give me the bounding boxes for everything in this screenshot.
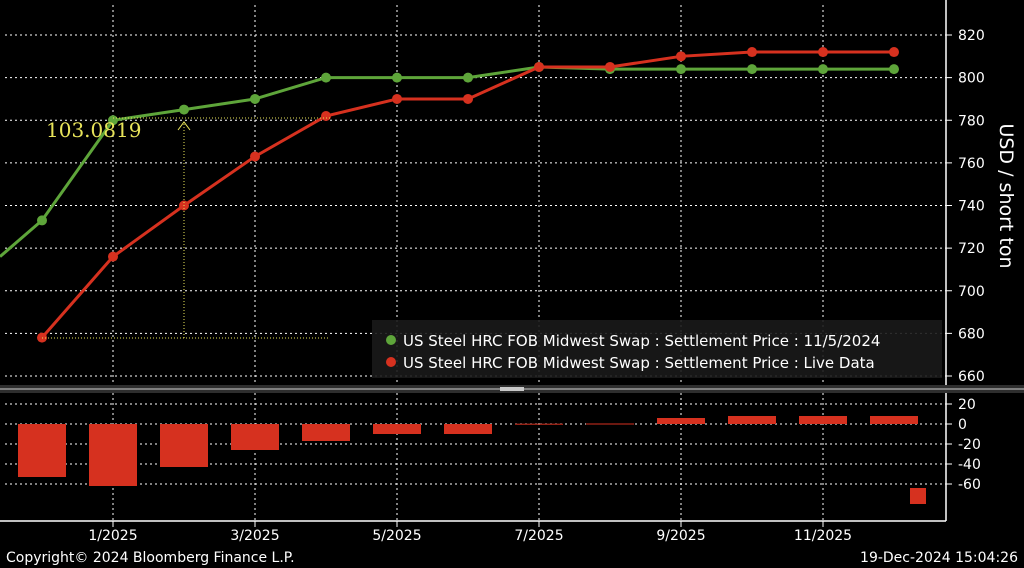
x-tick-label: 9/2025 <box>656 528 705 544</box>
axes <box>0 0 1024 527</box>
series-line <box>0 65 894 258</box>
bar <box>515 423 563 425</box>
y-tick-label: 820 <box>958 28 985 44</box>
bar <box>870 416 918 424</box>
bar <box>373 424 421 434</box>
bar <box>231 424 279 450</box>
data-point <box>605 61 615 72</box>
y-tick-label: -60 <box>958 477 981 493</box>
tick-labels: 660 680 700 720 740 760 780 800 820 20 0 -20 -40 -60 1… <box>88 28 984 544</box>
y-tick-label: 680 <box>958 326 985 342</box>
data-point <box>392 93 402 104</box>
legend: US Steel HRC FOB Midwest Swap : Settleme… <box>372 320 942 378</box>
x-tick-label: 3/2025 <box>230 528 279 544</box>
y-tick-label: 720 <box>958 241 985 257</box>
bar <box>160 424 208 467</box>
legend-entry: US Steel HRC FOB Midwest Swap : Settleme… <box>403 332 880 350</box>
data-point <box>463 93 473 104</box>
x-tick-label: 1/2025 <box>88 528 137 544</box>
y-tick-label: 700 <box>958 284 985 300</box>
data-point <box>108 115 118 126</box>
copyright-text: Copyright© 2024 Bloomberg Finance L.P. <box>6 550 295 566</box>
y-tick-label: 780 <box>958 113 985 129</box>
bar <box>657 418 705 424</box>
bar-legend-marker <box>910 488 926 504</box>
y-axis-label: USD / short ton <box>995 123 1017 268</box>
legend-marker <box>386 335 396 345</box>
bar <box>799 416 847 424</box>
y-tick-label: 760 <box>958 156 985 172</box>
annotation-arrow <box>177 121 191 131</box>
bar <box>444 424 492 434</box>
data-point <box>250 151 260 162</box>
y-tick-label: -20 <box>958 437 981 453</box>
data-point <box>534 61 544 72</box>
data-point <box>108 251 118 262</box>
data-point <box>747 47 757 58</box>
data-point <box>321 72 331 83</box>
bar-series <box>18 416 926 504</box>
legend-entry: US Steel HRC FOB Midwest Swap : Settleme… <box>403 354 875 372</box>
annotation: 103.0819 <box>42 117 330 339</box>
x-tick-label: 7/2025 <box>514 528 563 544</box>
data-point <box>392 72 402 83</box>
y-tick-label: 740 <box>958 199 985 215</box>
data-point <box>463 72 473 83</box>
bar <box>586 423 634 425</box>
timestamp-text: 19-Dec-2024 15:04:26 <box>860 550 1018 566</box>
y-tick-label: 800 <box>958 71 985 87</box>
data-point <box>676 51 686 62</box>
y-tick-label: 0 <box>958 417 967 433</box>
legend-box <box>372 320 942 378</box>
y-tick-label: -40 <box>958 457 981 473</box>
x-tick-label: 11/2025 <box>794 528 852 544</box>
bar <box>302 424 350 441</box>
bar <box>728 416 776 424</box>
data-point <box>747 64 757 75</box>
data-point <box>37 215 47 226</box>
data-point <box>818 47 828 58</box>
bar <box>89 424 137 486</box>
data-point <box>818 64 828 75</box>
bar <box>18 424 66 477</box>
data-point <box>179 104 189 115</box>
data-point <box>676 64 686 75</box>
legend-marker <box>386 357 396 367</box>
x-tick-label: 5/2025 <box>372 528 421 544</box>
y-tick-label: 20 <box>958 397 976 413</box>
annotation-label: 103.0819 <box>46 118 141 142</box>
data-point <box>889 47 899 58</box>
panel-divider-handle <box>500 387 524 391</box>
data-point <box>321 110 331 121</box>
data-point <box>889 64 899 75</box>
data-point <box>250 93 260 104</box>
y-tick-label: 660 <box>958 369 985 385</box>
